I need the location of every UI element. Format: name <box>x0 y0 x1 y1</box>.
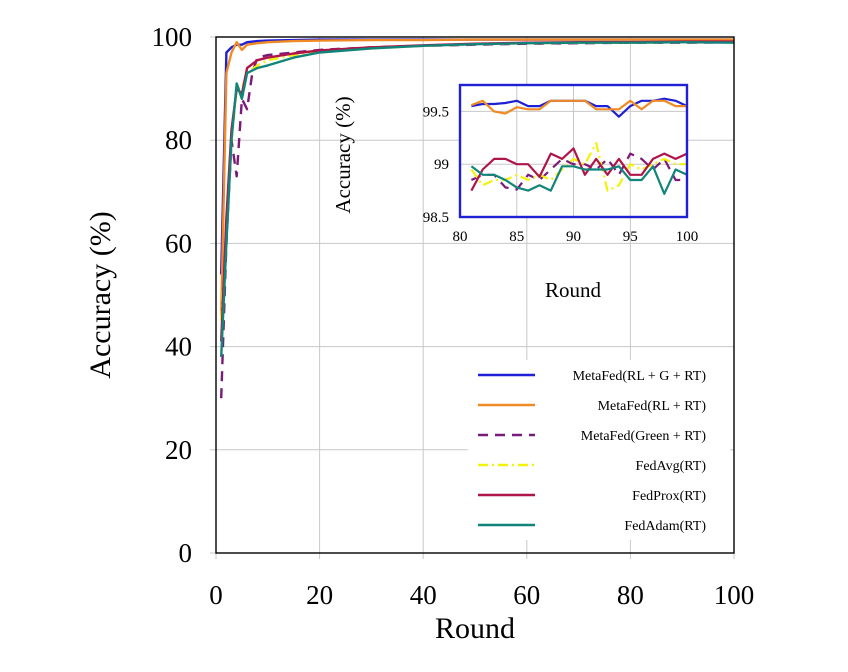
main-y-tick-label: 80 <box>165 125 192 155</box>
inset-tick-labels: 80 85 90 95 100 98.5 99 99.5 <box>423 104 699 245</box>
inset-series-line-4 <box>470 147 688 192</box>
inset-series-line-1 <box>471 99 687 115</box>
inset-x-axis-title: Round <box>545 278 602 302</box>
legend-label-4: FedProx(RT) <box>632 489 706 504</box>
inset-y-tick-label: 99.5 <box>423 104 449 120</box>
inset-x-tick-label: 95 <box>623 229 638 245</box>
x-axis-title: Round <box>435 612 515 645</box>
main-y-tick-label: 20 <box>165 435 192 465</box>
series-line-5 <box>220 41 735 357</box>
main-x-tick-label: 80 <box>617 580 644 610</box>
main-tick-labels: 0 20 40 60 80 100 0 20 40 60 80 100 <box>152 22 755 610</box>
series-line-1 <box>220 38 734 316</box>
legend-label-2: MetaFed(Green + RT) <box>581 429 707 444</box>
inset-x-tick-label: 80 <box>453 229 468 245</box>
legend-label-1: MetaFed(RL + RT) <box>598 399 707 414</box>
inset-x-tick-label: 90 <box>566 229 581 245</box>
inset-series-line-2 <box>470 152 687 191</box>
legend-label-5: FedAdam(RT) <box>624 519 706 534</box>
legend-label-3: FedAvg(RT) <box>636 459 707 474</box>
main-x-tick-label: 40 <box>410 580 437 610</box>
inset-plot-frame <box>458 83 689 219</box>
main-y-tick-label: 40 <box>165 332 192 362</box>
inset-series-group <box>470 97 688 195</box>
main-x-tick-label: 0 <box>209 580 223 610</box>
legend-label-0: MetaFed(RL + G + RT) <box>573 369 707 384</box>
main-x-tick-label: 100 <box>714 580 755 610</box>
main-plot-frame <box>215 36 735 554</box>
inset-series-line-5 <box>470 165 688 195</box>
inset-x-tick-label: 100 <box>676 229 699 245</box>
main-y-tick-label: 0 <box>179 538 193 568</box>
inset-y-tick-label: 98.5 <box>423 210 449 226</box>
main-y-tick-label: 100 <box>152 22 193 52</box>
inset-series-line-3 <box>470 142 687 192</box>
legend: MetaFed(RL + G + RT) MetaFed(RL + RT) Meta… <box>478 369 706 534</box>
legend-box <box>468 360 730 540</box>
series-line-2 <box>220 41 735 399</box>
main-y-tick-label: 60 <box>165 228 192 258</box>
main-x-tick-label: 20 <box>306 580 333 610</box>
main-x-tick-label: 60 <box>513 580 540 610</box>
inset-y-tick-label: 99 <box>434 157 449 173</box>
inset-y-axis-title: Accuracy (%) <box>331 96 355 213</box>
main-series-group <box>220 38 735 399</box>
y-axis-title: Accuracy (%) <box>84 211 117 378</box>
inset-x-tick-label: 85 <box>509 229 524 245</box>
